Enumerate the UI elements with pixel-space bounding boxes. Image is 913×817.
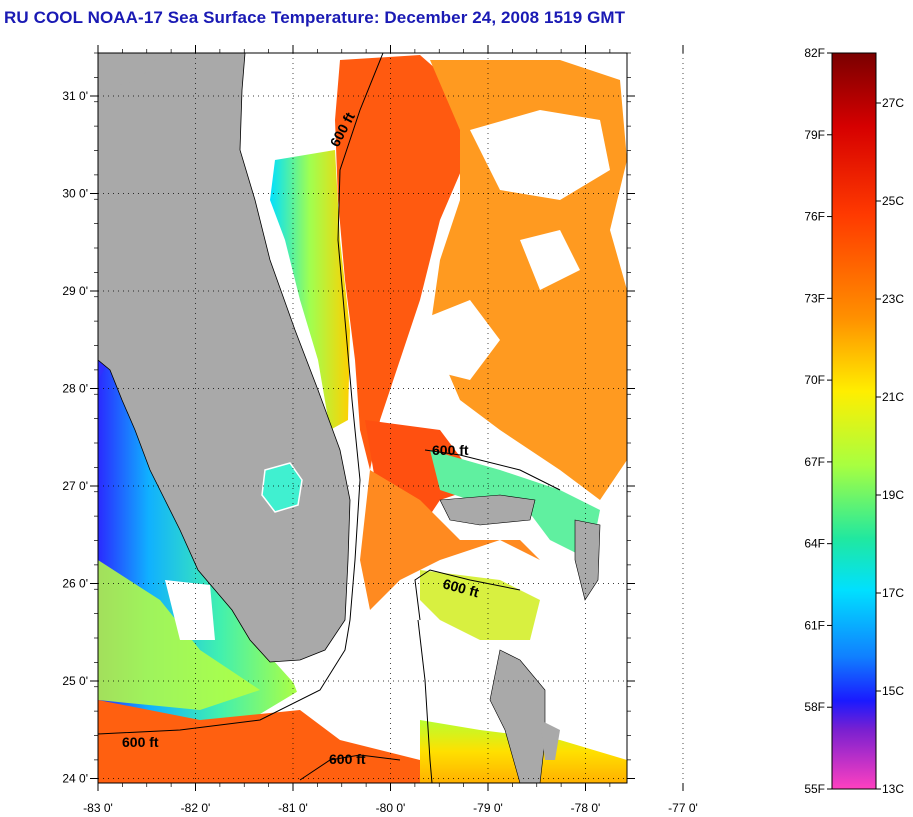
colorbar-fahrenheit-labels: 82F 79F 76F 73F 70F 67F 64F 61F 58F 55F bbox=[804, 46, 832, 796]
bahama-bank-water bbox=[430, 450, 600, 560]
lon-tick-label: -79 0' bbox=[473, 801, 503, 815]
colorbar-c-label: 15C bbox=[882, 684, 904, 698]
lat-tick-label: 27 0' bbox=[62, 479, 88, 493]
colorbar-c-label: 19C bbox=[882, 488, 904, 502]
colorbar-f-label: 79F bbox=[804, 128, 825, 142]
lat-tick-label: 26 0' bbox=[62, 577, 88, 591]
lat-tick-label: 25 0' bbox=[62, 674, 88, 688]
colorbar-f-label: 64F bbox=[804, 537, 825, 551]
colorbar-f-label: 58F bbox=[804, 700, 825, 714]
colorbar-c-label: 17C bbox=[882, 586, 904, 600]
sst-field bbox=[98, 53, 627, 783]
lon-tick-label: -77 0' bbox=[668, 801, 698, 815]
colorbar-c-label: 13C bbox=[882, 782, 904, 796]
colorbar-c-label: 23C bbox=[882, 292, 904, 306]
grand-bahama bbox=[439, 494, 536, 526]
lake-okeechobee bbox=[261, 462, 303, 513]
colorbar-f-label: 76F bbox=[804, 210, 825, 224]
colorbar-f-label: 67F bbox=[804, 455, 825, 469]
colorbar-c-label: 27C bbox=[882, 96, 904, 110]
lon-tick-label: -80 0' bbox=[376, 801, 406, 815]
colorbar-c-label: 25C bbox=[882, 194, 904, 208]
colorbar bbox=[831, 52, 877, 790]
colorbar-f-label: 55F bbox=[804, 782, 825, 796]
lon-tick-label: -78 0' bbox=[571, 801, 601, 815]
lat-tick-label: 24 0' bbox=[62, 772, 88, 786]
abaco-island bbox=[574, 519, 601, 601]
longitude-axis: -83 0' -82 0' -81 0' -80 0' -79 0' -78 0' -77 … bbox=[83, 801, 698, 815]
contour-600ft-bahamas bbox=[424, 449, 561, 491]
colorbar-c-label: 21C bbox=[882, 390, 904, 404]
southern-warm-water bbox=[98, 700, 440, 783]
gulf-stream bbox=[335, 55, 470, 470]
lat-tick-label: 28 0' bbox=[62, 382, 88, 396]
map-title: RU COOL NOAA-17 Sea Surface Temperature:… bbox=[4, 8, 626, 27]
lon-tick-label: -83 0' bbox=[83, 801, 113, 815]
east-shelf-water bbox=[270, 150, 350, 430]
colorbar-f-label: 61F bbox=[804, 618, 825, 632]
florida-land bbox=[98, 53, 351, 663]
contour-label: 600 ft bbox=[432, 442, 469, 458]
contour-label: 600 ft bbox=[122, 734, 159, 750]
contour-600ft-cay-sal bbox=[414, 569, 521, 621]
map-grid bbox=[90, 45, 684, 791]
contour-label: 600 ft bbox=[329, 751, 366, 767]
latitude-axis: 31 0' 30 0' 29 0' 28 0' 27 0' 26 0' 25 0' 24 0' bbox=[62, 89, 88, 786]
lon-tick-label: -81 0' bbox=[278, 801, 308, 815]
lat-tick-label: 29 0' bbox=[62, 284, 88, 298]
colorbar-f-label: 82F bbox=[804, 46, 825, 60]
contour-600ft-main bbox=[98, 53, 384, 735]
colorbar-celsius-labels: 27C 25C 23C 21C 19C 17C 15C 13C bbox=[876, 96, 904, 796]
lat-tick-label: 31 0' bbox=[62, 89, 88, 103]
colorbar-f-label: 70F bbox=[804, 373, 825, 387]
andros-island bbox=[489, 649, 546, 783]
lon-tick-label: -82 0' bbox=[181, 801, 211, 815]
colorbar-f-label: 73F bbox=[804, 291, 825, 305]
lat-tick-label: 30 0' bbox=[62, 187, 88, 201]
